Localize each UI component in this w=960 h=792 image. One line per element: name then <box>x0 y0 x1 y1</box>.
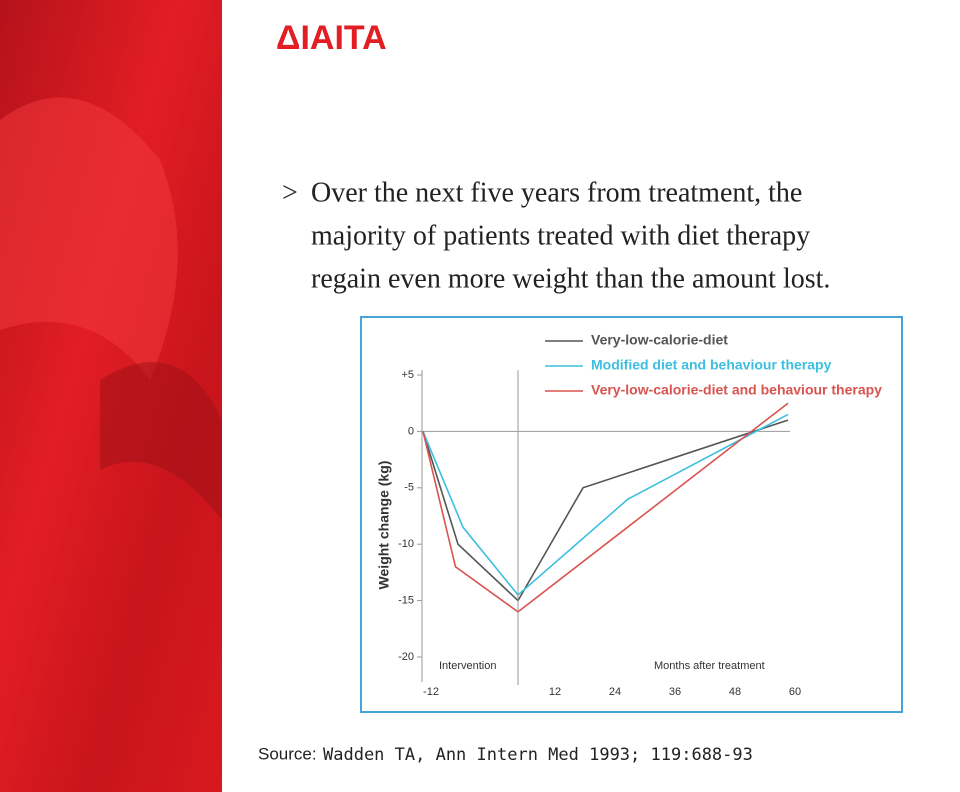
slide-title: ΔΙΑΙΤΑ <box>276 19 387 57</box>
legend-label: Very-low-calorie-diet and behaviour ther… <box>591 382 882 398</box>
y-tick-label: +5 <box>401 369 414 381</box>
bullet-line: regain even more weight than the amount … <box>311 263 830 294</box>
bullet-text: Over the next five years from treatment,… <box>311 177 830 294</box>
y-tick-label: 0 <box>408 425 414 437</box>
annotation: Months after treatment <box>654 660 765 672</box>
legend-label: Very-low-calorie-diet <box>591 332 728 348</box>
y-tick-label: -15 <box>398 595 414 607</box>
x-tick-label: 36 <box>669 686 681 698</box>
series-line <box>422 402 789 613</box>
y-tick-label: -20 <box>398 651 414 663</box>
y-axis-label: Weight change (kg) <box>376 461 392 590</box>
y-tick-label: -10 <box>398 538 414 550</box>
hand-shape <box>0 97 178 380</box>
source-label: Source: <box>258 744 317 763</box>
chart-frame <box>360 316 903 713</box>
legend-label: Modified diet and behaviour therapy <box>591 357 832 373</box>
x-tick-label: -12 <box>423 686 439 698</box>
annotation: Intervention <box>439 660 496 672</box>
x-tick-label: 24 <box>609 686 621 698</box>
y-tick-label: -5 <box>404 482 414 494</box>
x-tick-label: 12 <box>549 686 561 698</box>
bullet-line: majority of patients treated with diet t… <box>311 220 810 251</box>
hand-shadow <box>100 362 222 520</box>
bullet-line: Over the next five years from treatment,… <box>311 177 802 208</box>
x-tick-label: 60 <box>789 686 801 698</box>
source-text: Wadden TA, Ann Intern Med 1993; 119:688-… <box>323 745 753 765</box>
x-tick-label: 48 <box>729 686 741 698</box>
bullet-marker: > <box>282 177 298 208</box>
